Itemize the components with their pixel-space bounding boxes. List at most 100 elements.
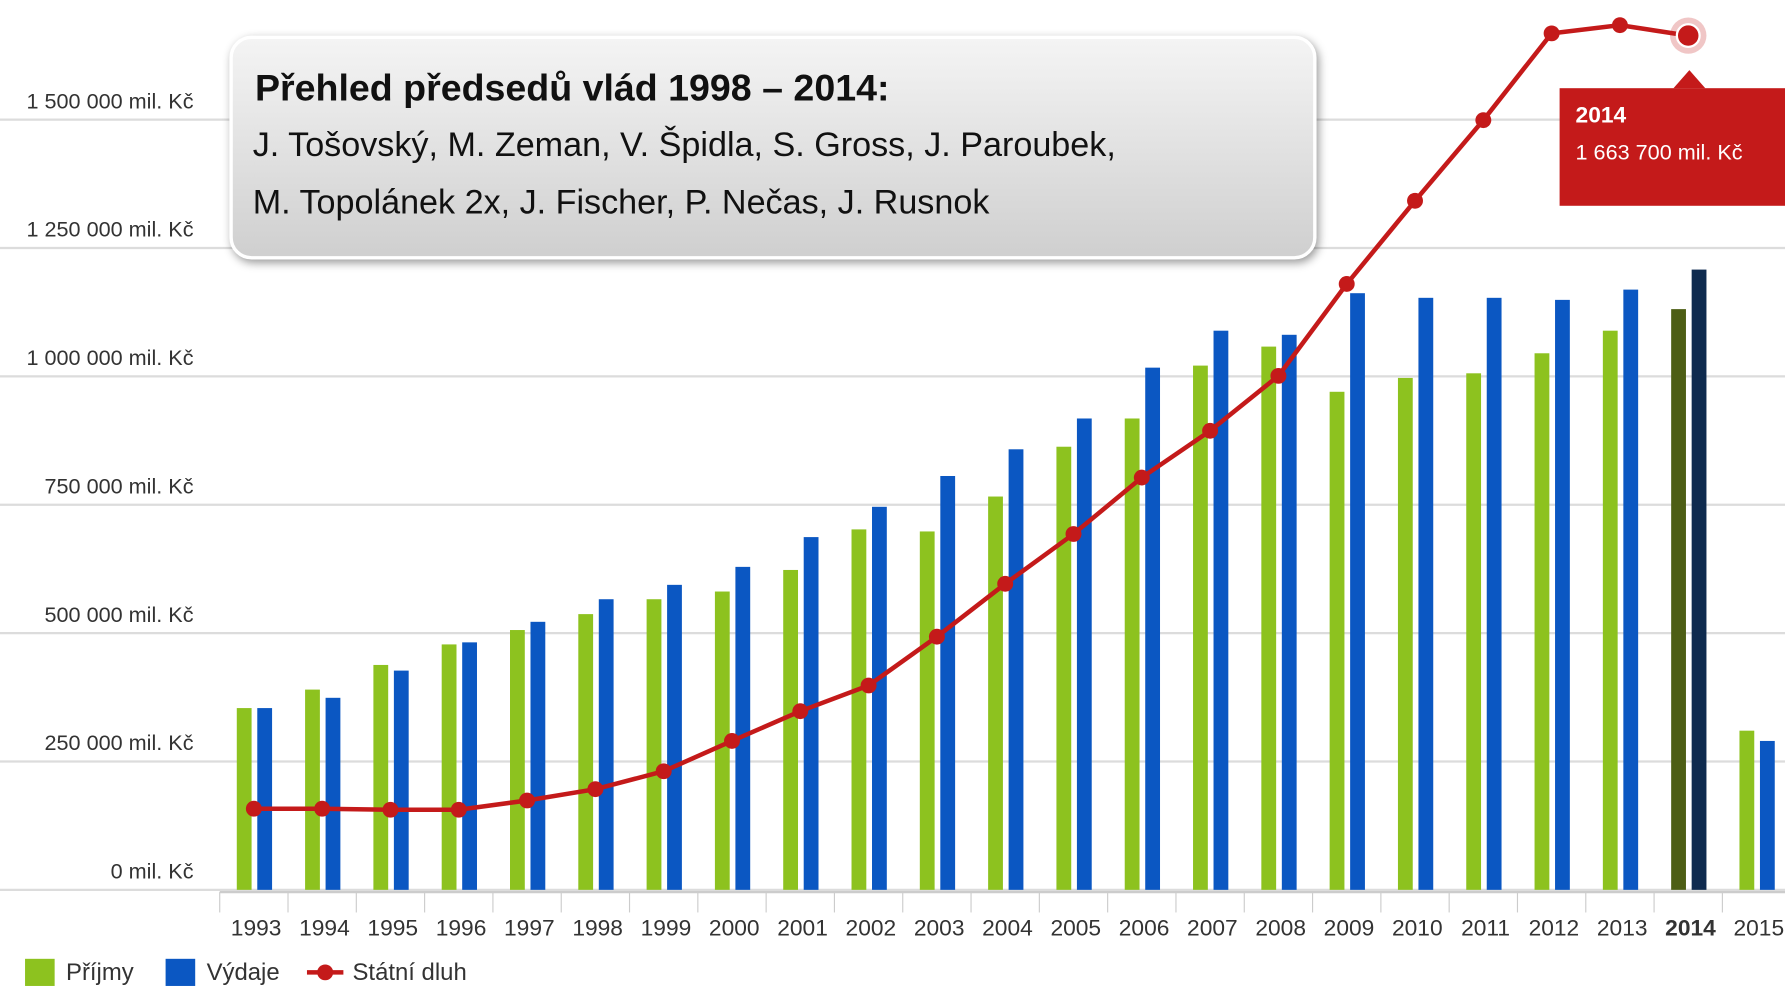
x-tick-label: 2001 <box>777 914 828 940</box>
x-tick-label: 2006 <box>1119 914 1170 940</box>
bar <box>940 475 956 890</box>
point <box>314 800 331 817</box>
x-tick-label: 2015 <box>1733 914 1784 940</box>
bar <box>578 614 594 890</box>
x-tick-label: 2014 <box>1665 914 1716 940</box>
point <box>1270 367 1287 384</box>
bar <box>1213 330 1229 890</box>
marks <box>236 17 1775 890</box>
annotation-line: J. Tošovský, M. Zeman, V. Špidla, S. Gro… <box>253 126 1116 164</box>
bar <box>1261 346 1277 890</box>
point <box>1675 23 1701 49</box>
tooltip-value: 1 663 700 mil. Kč <box>1576 140 1743 165</box>
bar <box>872 506 887 890</box>
bar <box>714 591 730 890</box>
x-tick-label: 2003 <box>914 914 965 940</box>
bar <box>783 569 799 890</box>
point <box>655 763 672 780</box>
bar <box>1193 365 1208 890</box>
bar <box>667 584 682 890</box>
x-tick-label: 2005 <box>1050 914 1101 940</box>
bar <box>1555 299 1570 890</box>
bar <box>1124 418 1140 890</box>
annotation-line: M. Topolánek 2x, J. Fischer, P. Nečas, J… <box>253 184 991 222</box>
point <box>1133 469 1150 486</box>
x-tick-label: 1996 <box>436 914 487 940</box>
legend-label: Příjmy <box>66 959 134 986</box>
legend-swatch <box>165 958 196 986</box>
bar <box>530 621 546 890</box>
point <box>1338 276 1355 292</box>
y-tick-label: 1 250 000 mil. Kč <box>26 217 193 242</box>
bar <box>598 599 614 890</box>
bar <box>1076 418 1092 890</box>
bar <box>373 664 389 890</box>
bar <box>988 496 1003 890</box>
bar <box>1056 446 1072 890</box>
point <box>928 628 945 645</box>
bar <box>1671 309 1686 890</box>
bar <box>236 708 252 890</box>
bar <box>1008 449 1024 890</box>
tooltip: 2014 1 663 700 mil. Kč <box>1559 70 1785 206</box>
bar <box>1486 297 1502 890</box>
point <box>1202 422 1219 439</box>
bar <box>462 642 477 890</box>
x-tick-label: 2002 <box>846 914 897 940</box>
point <box>1407 192 1423 209</box>
bar <box>1691 269 1707 890</box>
x-tick-label: 2007 <box>1187 914 1238 940</box>
bar <box>803 537 819 890</box>
y-tick-label: 500 000 mil. Kč <box>45 602 194 627</box>
bar <box>646 599 662 890</box>
y-tick-label: 1 500 000 mil. Kč <box>26 88 193 113</box>
x-tick-label: 2009 <box>1324 914 1375 940</box>
bar <box>1602 330 1618 890</box>
x-tick-label: 1993 <box>231 914 282 940</box>
point <box>1543 25 1560 42</box>
point <box>997 575 1014 592</box>
bar <box>1466 373 1482 890</box>
point <box>724 733 740 749</box>
x-tick-label: 1999 <box>641 914 692 940</box>
bar <box>1739 730 1755 890</box>
tooltip-label: 2014 <box>1576 102 1627 128</box>
bar <box>441 644 457 890</box>
x-tick-label: 1994 <box>299 914 350 940</box>
x-tick-label: 2010 <box>1392 914 1443 940</box>
legend-label: Státní dluh <box>352 959 466 986</box>
x-tick-label: 1998 <box>572 914 623 940</box>
point <box>1475 112 1492 129</box>
annotation: Přehled předsedů vlád 1998 – 2014: J. To… <box>229 35 1317 260</box>
y-tick-label: 250 000 mil. Kč <box>45 730 194 755</box>
point <box>382 801 399 818</box>
bar <box>851 529 867 890</box>
annotation-title: Přehled předsedů vlád 1998 – 2014: <box>255 66 889 108</box>
bar <box>1534 353 1550 890</box>
point <box>519 792 536 809</box>
line <box>253 22 1689 813</box>
bar <box>1350 293 1365 890</box>
point <box>245 800 262 817</box>
point <box>1065 526 1082 542</box>
tooltip-pointer <box>1673 70 1706 89</box>
x-tick-label: 1995 <box>367 914 418 940</box>
bar <box>257 708 273 890</box>
bar <box>1397 377 1413 890</box>
legend-swatch <box>317 964 334 981</box>
y-tick-label: 0 mil. Kč <box>111 859 194 884</box>
x-tick-label: 2012 <box>1529 914 1580 940</box>
legend-label: Výdaje <box>207 959 280 986</box>
x-tick-label: 1997 <box>504 914 555 940</box>
point <box>587 781 604 798</box>
x-tick-label: 2011 <box>1461 914 1510 940</box>
tooltip-box <box>1559 88 1785 206</box>
bar <box>919 531 935 890</box>
bar <box>1281 334 1297 890</box>
bar <box>1145 367 1161 890</box>
bar <box>1623 289 1639 890</box>
point <box>792 703 809 720</box>
bar <box>510 630 525 890</box>
